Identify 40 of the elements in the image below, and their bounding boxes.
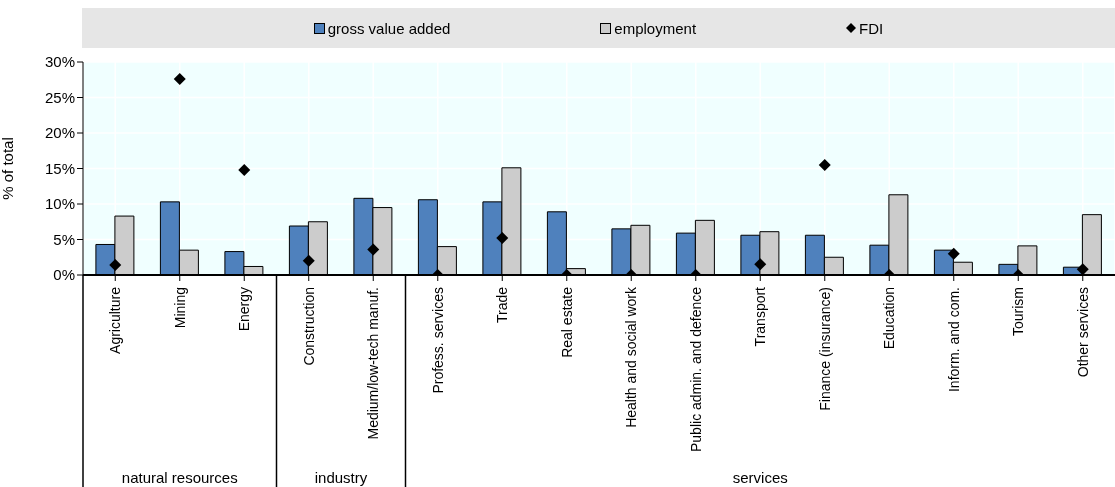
point: [238, 163, 251, 176]
y-tick-label: 5%: [53, 230, 75, 248]
x-tick-label: Medium/low-tech manuf.: [365, 287, 382, 440]
x-tick-label: Agriculture: [107, 286, 124, 354]
x-tick-label: Public admin. and defence: [687, 286, 704, 452]
point: [302, 254, 315, 267]
x-tick-label: Education: [881, 287, 898, 350]
y-tick-label: 20%: [44, 124, 75, 142]
point: [754, 258, 767, 271]
text: natural resources: [121, 469, 238, 486]
x-tick-label: Inform. and com.: [945, 287, 962, 393]
y-tick-label: 15%: [44, 159, 75, 177]
point: [818, 158, 831, 171]
x-tick-label: Other services: [1074, 287, 1091, 378]
legend-label: gross value added: [327, 19, 451, 37]
x-tick-label: Energy: [236, 287, 253, 332]
y-tick-label: 0%: [53, 266, 75, 284]
point: [173, 73, 186, 86]
x-tick-label: Construction: [300, 287, 317, 366]
x-tick-label: Real estate: [558, 286, 575, 358]
text: services: [732, 469, 788, 486]
x-tick-label: Health and social work: [623, 286, 640, 428]
y-tick-label: 10%: [44, 195, 75, 213]
text: industry: [314, 469, 368, 486]
y-tick-label: 30%: [44, 53, 75, 71]
legend-label: employment: [614, 19, 697, 37]
point: [109, 259, 122, 272]
x-tick-label: Tourism: [1010, 287, 1027, 337]
x-tick-label: Transport: [752, 286, 769, 347]
x-tick-label: Finance (insurance): [816, 287, 833, 411]
y-axis-title: % of total: [0, 137, 17, 200]
point: [367, 243, 380, 256]
x-tick-label: Profess. services: [429, 287, 446, 394]
point: [1076, 263, 1089, 275]
legend-label: FDI: [859, 19, 884, 37]
x-tick-label: Mining: [171, 287, 188, 329]
point: [947, 247, 960, 260]
point: [496, 232, 509, 245]
y-tick-label: 25%: [44, 88, 75, 106]
x-tick-label: Trade: [494, 286, 511, 324]
